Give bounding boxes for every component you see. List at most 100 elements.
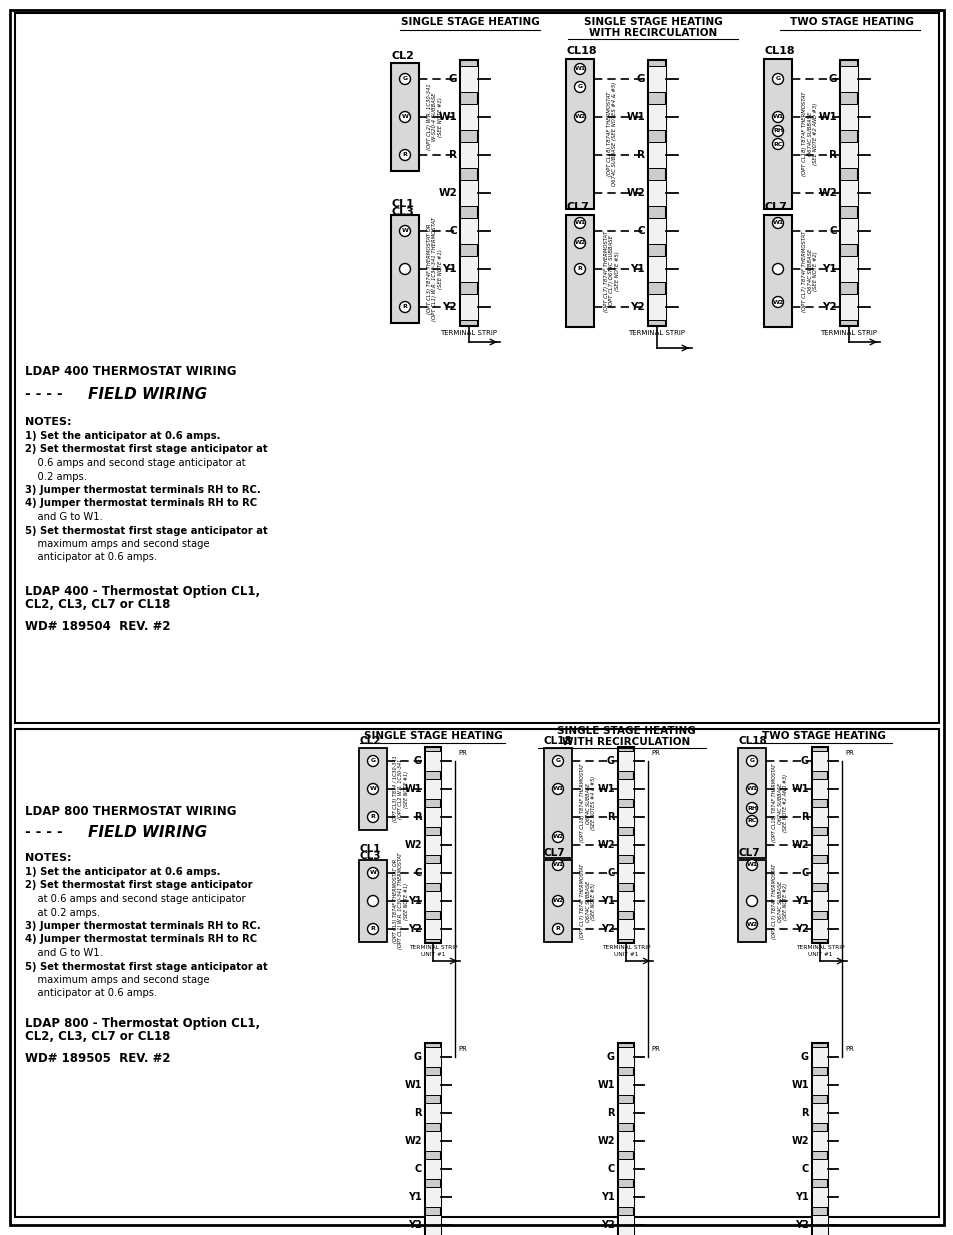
Bar <box>811 863 827 883</box>
Text: G: G <box>801 1052 808 1062</box>
Text: W2: W2 <box>791 1136 808 1146</box>
Text: SINGLE STAGE HEATING: SINGLE STAGE HEATING <box>400 17 538 27</box>
Circle shape <box>399 301 410 312</box>
Text: Y1: Y1 <box>795 897 808 906</box>
Text: 5) Set thermostat first stage anticipator at: 5) Set thermostat first stage anticipato… <box>25 962 268 972</box>
Circle shape <box>399 74 410 84</box>
Text: G: G <box>606 756 615 766</box>
Text: W1: W1 <box>791 784 808 794</box>
Bar <box>811 1187 827 1207</box>
Bar <box>811 1131 827 1151</box>
Text: W: W <box>369 787 376 792</box>
Text: Y2: Y2 <box>442 303 456 312</box>
Bar <box>618 835 634 855</box>
Bar <box>424 1160 440 1178</box>
Text: TERMINAL STRIP: TERMINAL STRIP <box>440 330 497 336</box>
Text: C: C <box>637 226 644 236</box>
Text: anticipator at 0.6 amps.: anticipator at 0.6 amps. <box>25 552 157 562</box>
Bar <box>618 1187 634 1207</box>
Bar <box>840 256 857 283</box>
Text: W2: W2 <box>574 115 585 120</box>
Text: W1: W1 <box>791 1079 808 1091</box>
Bar <box>618 808 634 826</box>
Circle shape <box>745 803 757 814</box>
Text: Y2: Y2 <box>408 924 421 934</box>
Text: W: W <box>401 228 408 233</box>
Circle shape <box>367 783 378 794</box>
Bar <box>424 1215 440 1235</box>
Bar <box>840 142 857 168</box>
Text: maximum amps and second stage: maximum amps and second stage <box>25 974 210 986</box>
Bar <box>618 1047 634 1067</box>
Bar <box>618 779 634 799</box>
Bar <box>618 1103 634 1123</box>
Text: CL7: CL7 <box>739 848 760 858</box>
Text: FIELD WIRING: FIELD WIRING <box>88 387 207 403</box>
Text: TERMINAL STRIP: TERMINAL STRIP <box>601 945 650 950</box>
Bar <box>424 919 440 939</box>
Circle shape <box>745 919 757 930</box>
Text: W1: W1 <box>574 67 585 72</box>
Text: G: G <box>370 758 375 763</box>
Text: RH: RH <box>746 805 757 810</box>
Text: W2: W2 <box>745 921 757 926</box>
Bar <box>459 294 477 320</box>
Text: CL7: CL7 <box>543 848 565 858</box>
Bar <box>391 63 418 170</box>
Text: PR: PR <box>650 1046 659 1052</box>
Circle shape <box>367 756 378 767</box>
Circle shape <box>574 263 585 274</box>
Text: at 0.6 amps and second stage anticipator: at 0.6 amps and second stage anticipator <box>25 894 245 904</box>
Text: LDAP 800 THERMOSTAT WIRING: LDAP 800 THERMOSTAT WIRING <box>25 805 236 818</box>
Text: 0.2 amps.: 0.2 amps. <box>25 472 87 482</box>
Text: and G to W1.: and G to W1. <box>25 513 103 522</box>
Text: G: G <box>402 77 407 82</box>
Text: CL7: CL7 <box>764 203 787 212</box>
Text: RC: RC <box>746 819 756 824</box>
Text: W2: W2 <box>772 300 782 305</box>
Bar <box>811 1160 827 1178</box>
Text: W2: W2 <box>597 1136 615 1146</box>
Text: (OPT CL2) W.R. 1C30-341
W-S20-4 SUBBASE
(SEE NOTE #1): (OPT CL2) W.R. 1C30-341 W-S20-4 SUBBASE … <box>426 84 443 151</box>
Bar <box>738 748 765 858</box>
Bar <box>618 751 634 771</box>
Text: TERMINAL STRIP: TERMINAL STRIP <box>408 945 456 950</box>
Circle shape <box>772 296 782 308</box>
Text: CL1: CL1 <box>359 844 381 853</box>
Circle shape <box>399 226 410 236</box>
Bar <box>647 142 665 168</box>
Text: W1: W1 <box>597 1079 615 1091</box>
Text: TERMINAL STRIP: TERMINAL STRIP <box>795 945 843 950</box>
Text: 5) Set thermostat first stage anticipator at: 5) Set thermostat first stage anticipato… <box>25 526 268 536</box>
Text: Y1: Y1 <box>442 264 456 274</box>
Text: LDAP 400 - Thermostat Option CL1,: LDAP 400 - Thermostat Option CL1, <box>25 585 260 598</box>
Text: WD# 189505  REV. #2: WD# 189505 REV. #2 <box>25 1052 171 1065</box>
Circle shape <box>552 860 563 871</box>
Bar <box>763 59 791 209</box>
Text: R: R <box>637 149 644 161</box>
Text: W1: W1 <box>597 784 615 794</box>
Circle shape <box>772 74 782 84</box>
Text: - - - -: - - - - <box>25 825 63 839</box>
Text: C: C <box>415 868 421 878</box>
Text: 1) Set the anticipator at 0.6 amps.: 1) Set the anticipator at 0.6 amps. <box>25 431 220 441</box>
Text: UNIT #1: UNIT #1 <box>613 952 638 957</box>
Circle shape <box>574 82 585 93</box>
Bar <box>424 751 440 771</box>
Text: (OPT CL18) T874F THERMOSTAT
Q674C SUBBASE
(SEE NOTES #4 & #5): (OPT CL18) T874F THERMOSTAT Q674C SUBBAS… <box>579 763 596 842</box>
Text: WD# 189504  REV. #2: WD# 189504 REV. #2 <box>25 620 171 634</box>
Bar <box>840 65 857 93</box>
Text: CL18: CL18 <box>739 736 767 746</box>
Text: Y2: Y2 <box>600 1220 615 1230</box>
Text: maximum amps and second stage: maximum amps and second stage <box>25 538 210 550</box>
Bar <box>424 779 440 799</box>
Text: Y1: Y1 <box>408 897 421 906</box>
Circle shape <box>772 111 782 122</box>
Text: W: W <box>401 115 408 120</box>
Circle shape <box>367 895 378 906</box>
Text: CL2: CL2 <box>359 736 381 746</box>
Bar <box>647 217 665 245</box>
Bar <box>424 863 440 883</box>
Text: RC: RC <box>773 142 781 147</box>
Text: Y2: Y2 <box>795 924 808 934</box>
